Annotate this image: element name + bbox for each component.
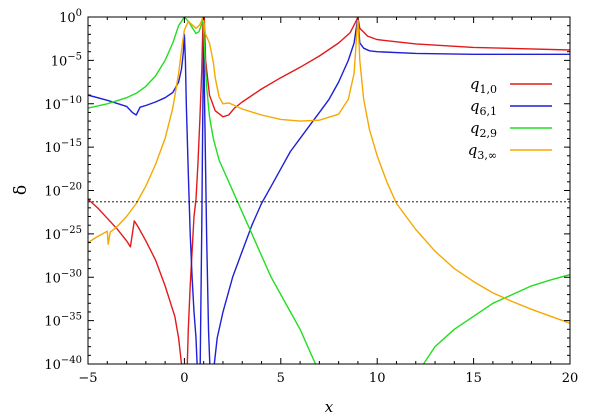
series-line-2-segment-1 [88, 33, 198, 364]
y-tick-label: 10−20 [44, 182, 82, 200]
series-line-1-segment-1 [88, 198, 183, 364]
y-tick-label: 10−35 [44, 312, 82, 330]
legend-label-2: q6,1 [470, 97, 497, 118]
legend-label-3: q2,9 [470, 119, 497, 140]
series-line-3-segment-2 [422, 273, 570, 364]
x-axis: −5 0 5 10 15 20 [78, 17, 578, 386]
x-tick-label: 0 [180, 371, 188, 386]
series-line-1-segment-2 [186, 17, 570, 364]
y-tick-label: 10−15 [44, 138, 82, 156]
y-tick-label: 100 [59, 8, 82, 26]
legend-label-4: q3,∞ [468, 141, 497, 162]
series-line-2-segment-3 [213, 17, 570, 364]
x-tick-label: 10 [369, 371, 386, 386]
y-tick-label: 10−30 [44, 268, 82, 286]
y-tick-label: 10−40 [44, 355, 82, 373]
legend: q1,0q6,1q2,9q3,∞ [468, 75, 552, 162]
y-axis-label: δ [11, 185, 31, 195]
legend-label-1: q1,0 [470, 75, 497, 96]
series-line-3-segment-1 [88, 17, 317, 364]
x-tick-label: 15 [465, 371, 482, 386]
y-tick-label: 10−5 [51, 51, 82, 69]
y-tick-label: 10−10 [44, 95, 82, 113]
x-tick-label: 20 [562, 371, 579, 386]
x-axis-label: x [325, 398, 334, 416]
y-axis: 100 10−5 10−10 10−15 10−20 10−25 10−30 10−35 10−… [44, 8, 570, 373]
x-tick-label: −5 [78, 371, 97, 386]
y-tick-label: 10−25 [44, 225, 82, 243]
series-line-4-segment-1 [88, 17, 570, 324]
series-group [88, 17, 570, 364]
x-tick-label: 5 [277, 371, 285, 386]
